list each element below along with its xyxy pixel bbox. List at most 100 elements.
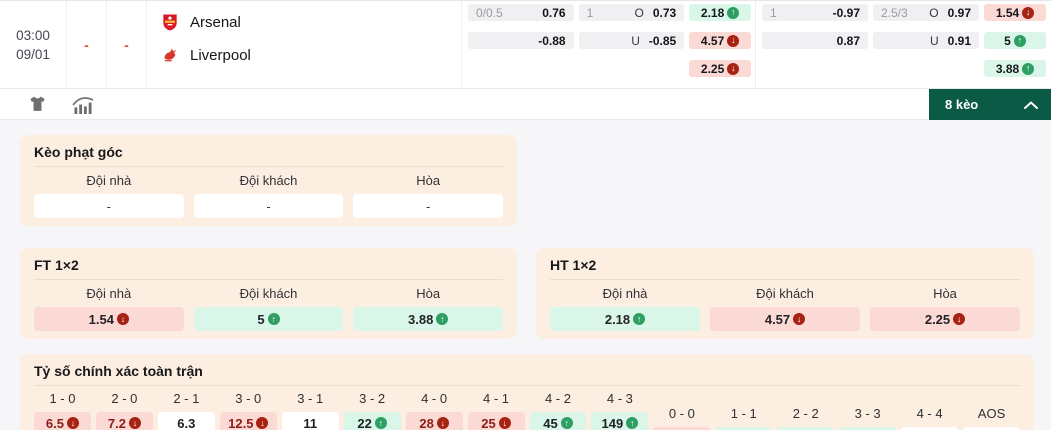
odds-cell[interactable]: 6.5: [34, 412, 91, 430]
handicap-away-cell[interactable]: -0.88: [468, 32, 574, 49]
teams-column[interactable]: Arsenal Liverpool: [146, 1, 461, 88]
kickoff-date: 09/01: [16, 46, 50, 62]
ht-draw-cell[interactable]: 2.25: [870, 307, 1020, 331]
odds-value: 2.18: [604, 311, 631, 327]
over-price: 0.97: [947, 5, 971, 20]
score-column-draw: 4 - 4 249: [901, 391, 959, 430]
match-row: 03:00 09/01 - - Arsenal Liverpool: [0, 1, 1051, 89]
odds-cell[interactable]: 6.3: [157, 412, 215, 430]
under-label: U: [929, 33, 939, 48]
stats-chart-icon[interactable]: [71, 95, 95, 114]
odds-cell[interactable]: 16.5: [963, 427, 1020, 430]
odds-cell[interactable]: 2.18: [689, 4, 751, 21]
home-team-row[interactable]: Arsenal: [160, 12, 461, 32]
up-circle-icon: [267, 313, 280, 325]
odds-cell[interactable]: 11: [281, 412, 339, 430]
odds-cell[interactable]: 45: [529, 412, 587, 430]
column-headers: Đội nhà Đội khách Hòa: [550, 286, 1020, 301]
odds-count-button[interactable]: 8 kèo: [929, 88, 1051, 120]
odds-cell[interactable]: 249: [901, 427, 959, 430]
handicap-price: 0.87: [836, 33, 860, 48]
score-label: 2 - 0: [111, 391, 138, 406]
odds-value: 6.5: [45, 415, 64, 430]
score-column-draw: 2 - 2 15: [777, 391, 835, 430]
draw-header: Hòa: [416, 286, 441, 301]
ht-1x2-card: HT 1×2 Đội nhà Đội khách Hòa 2.18 4.57 2…: [536, 248, 1034, 339]
over-cell[interactable]: 2.5/3 O 0.97: [873, 4, 979, 21]
handicap-away-cell[interactable]: 0.87: [762, 32, 868, 49]
column-headers: Đội nhà Đội khách Hòa: [34, 173, 503, 188]
under-label: U: [631, 33, 640, 48]
handicap-line: 0/0.5: [476, 5, 503, 20]
odds-cell[interactable]: 13: [653, 427, 711, 430]
over-cell[interactable]: 1 O 0.73: [578, 4, 685, 21]
score-label: 3 - 1: [297, 391, 324, 406]
down-circle-icon: [953, 313, 966, 325]
corner-draw-cell[interactable]: -: [353, 194, 504, 218]
odds-cell[interactable]: 6.4: [715, 427, 773, 430]
corner-home-cell[interactable]: -: [34, 194, 184, 218]
score-grid: 1 - 0 6.5 14 2 - 0 7.2 33 2 - 1 6.3 15.5…: [34, 391, 1020, 430]
up-circle-icon: [436, 313, 449, 325]
odds-cells-row: 2.18 4.57 2.25: [550, 307, 1020, 331]
ht-away-cell[interactable]: 4.57: [710, 307, 860, 331]
ft-away-cell[interactable]: 5: [193, 307, 344, 331]
away-team-row[interactable]: Liverpool: [160, 45, 461, 65]
odds-cell[interactable]: 149: [591, 412, 649, 430]
score-column-draw: 3 - 3 74: [839, 391, 897, 430]
odds-cell[interactable]: 22: [343, 412, 401, 430]
score-label: AOS: [977, 406, 1006, 421]
ft-ht-row: FT 1×2 Đội nhà Đội khách Hòa 1.54 5 3.88…: [20, 248, 1051, 339]
odds-cell[interactable]: 3.88: [984, 60, 1046, 77]
kickoff-time: 03:00: [16, 27, 50, 43]
away-header: Đội khách: [239, 286, 298, 301]
over-under-column-right: 2.5/3 O 0.97 U 0.91: [873, 4, 979, 88]
ft-draw-cell[interactable]: 3.88: [353, 307, 504, 331]
arsenal-crest-icon: [160, 12, 180, 32]
up-circle-icon: [626, 417, 639, 429]
odds-value: 28: [419, 415, 434, 430]
score-label: 2 - 1: [173, 391, 200, 406]
odds-cell[interactable]: 15: [777, 427, 835, 430]
odds-cell[interactable]: 5: [984, 32, 1046, 49]
odds-cell[interactable]: 4.57: [689, 32, 751, 49]
corner-away-cell[interactable]: -: [193, 194, 344, 218]
odds-cell[interactable]: 74: [839, 427, 897, 430]
handicap-home-cell[interactable]: 1 -0.97: [762, 4, 868, 21]
under-cell[interactable]: U 0.91: [873, 32, 979, 49]
under-cell[interactable]: U -0.85: [578, 32, 685, 49]
score-label: 4 - 0: [421, 391, 448, 406]
corner-odds-card: Kèo phạt góc Đội nhà Đội khách Hòa - - -: [20, 135, 517, 226]
card-title: Tỷ số chính xác toàn trận: [34, 360, 1020, 386]
odds-value: 4.57: [700, 33, 725, 48]
odds-value: 2.18: [700, 5, 725, 20]
home-header: Đội nhà: [86, 173, 132, 188]
handicap-price: 0.76: [542, 5, 566, 20]
away-header: Đội khách: [756, 286, 814, 301]
correct-score-card: Tỷ số chính xác toàn trận 1 - 0 6.5 14 2…: [20, 354, 1034, 430]
odds-cell[interactable]: 25: [467, 412, 525, 430]
jersey-icon[interactable]: [28, 95, 47, 114]
toolbar: 8 kèo: [0, 88, 1051, 120]
home-team-name[interactable]: Arsenal: [190, 13, 241, 31]
away-team-name[interactable]: Liverpool: [190, 46, 251, 64]
total-line: 1: [586, 5, 594, 20]
ft-home-cell[interactable]: 1.54: [34, 307, 184, 331]
odds-cell[interactable]: 12.5: [219, 412, 277, 430]
odds-cell[interactable]: 7.2: [95, 412, 153, 430]
over-label: O: [929, 5, 939, 20]
odds-cell[interactable]: 2.25: [689, 60, 751, 77]
ht-home-cell[interactable]: 2.18: [550, 307, 700, 331]
away-score: -: [106, 1, 146, 88]
odds-value: 5: [257, 311, 265, 327]
odds-cell[interactable]: 28: [405, 412, 463, 430]
handicap-home-cell[interactable]: 0/0.5 0.76: [468, 4, 574, 21]
score-column: 3 - 1 11 54: [281, 391, 339, 430]
up-circle-icon: [633, 313, 646, 325]
score-column: 1 - 0 6.5 14: [34, 391, 91, 430]
odds-value: 3.88: [995, 61, 1020, 76]
odds-value: 12.5: [228, 415, 254, 430]
card-title: FT 1×2: [34, 254, 503, 280]
odds-cell[interactable]: 1.54: [984, 4, 1046, 21]
